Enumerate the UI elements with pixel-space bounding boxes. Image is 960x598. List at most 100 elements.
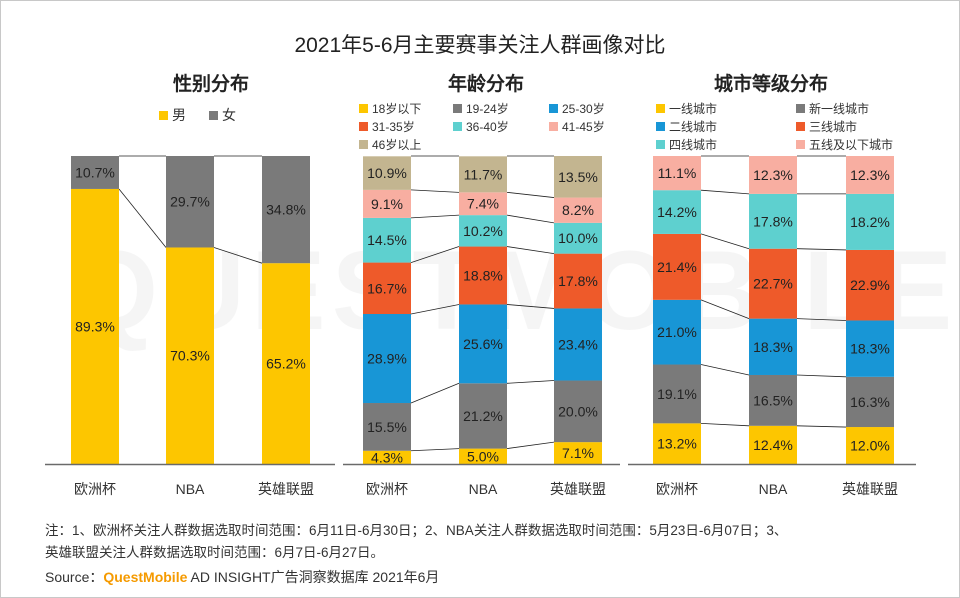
bar-segment-gender-0-1 xyxy=(71,156,119,189)
data-label-age-0-6: 10.9% xyxy=(367,165,407,181)
source-rest: AD INSIGHT广告洞察数据库 2021年6月 xyxy=(187,569,440,585)
category-label-gender-0: 欧洲杯 xyxy=(74,481,116,497)
data-label-age-0-5: 9.1% xyxy=(371,196,403,212)
data-label-city-1-3: 22.7% xyxy=(753,276,793,292)
legend-swatch-age-6 xyxy=(359,140,368,149)
bar-segment-age-1-5 xyxy=(459,192,507,216)
connector-line-city-1-1 xyxy=(796,374,847,378)
data-label-age-0-0: 4.3% xyxy=(371,449,403,465)
bar-segment-city-0-2 xyxy=(653,299,701,365)
data-label-age-1-1: 21.2% xyxy=(463,408,503,424)
data-label-gender-2-1: 34.8% xyxy=(266,202,306,218)
legend-label-age-5: 41-45岁 xyxy=(562,119,605,134)
legend-swatch-gender-0 xyxy=(159,111,168,120)
data-label-gender-2-0: 65.2% xyxy=(266,356,306,372)
bar-segment-gender-1-0 xyxy=(166,247,214,464)
category-label-city-1: NBA xyxy=(759,481,788,497)
legend-swatch-age-3 xyxy=(359,122,368,131)
legend-label-gender-0: 男 xyxy=(172,107,186,123)
legend-label-city-1: 新一线城市 xyxy=(809,101,869,116)
connector-line-city-0-4 xyxy=(700,189,750,195)
legend-swatch-age-1 xyxy=(453,104,462,113)
bar-segment-gender-1-1 xyxy=(166,156,214,248)
data-label-age-2-3: 17.8% xyxy=(558,273,598,289)
data-label-city-2-1: 16.3% xyxy=(850,394,890,410)
bar-segment-city-0-1 xyxy=(653,364,701,424)
data-label-age-1-4: 10.2% xyxy=(463,223,503,239)
data-label-gender-1-0: 70.3% xyxy=(170,348,210,364)
legend-label-city-5: 五线及以下城市 xyxy=(809,137,893,152)
bar-segment-age-2-3 xyxy=(554,253,602,309)
data-label-city-2-5: 12.3% xyxy=(850,167,890,183)
bar-segment-age-1-1 xyxy=(459,383,507,449)
panel-title-gender: 性别分布 xyxy=(172,74,249,95)
connector-line-city-0-0 xyxy=(700,422,750,427)
legend-label-age-4: 36-40岁 xyxy=(466,119,509,134)
bar-segment-age-2-4 xyxy=(554,222,602,254)
legend-swatch-age-5 xyxy=(549,122,558,131)
data-label-city-0-4: 14.2% xyxy=(657,204,697,220)
legend-label-age-3: 31-35岁 xyxy=(372,119,415,134)
bar-segment-age-0-1 xyxy=(363,403,411,451)
data-label-age-2-1: 20.0% xyxy=(558,403,598,419)
data-label-age-1-0: 5.0% xyxy=(467,448,499,464)
data-label-city-1-0: 12.4% xyxy=(753,437,793,453)
legend-label-age-1: 19-24岁 xyxy=(466,101,509,116)
connector-line-age-1-1 xyxy=(506,380,555,384)
connector-line-city-1-2 xyxy=(796,318,847,321)
data-label-city-1-4: 17.8% xyxy=(753,213,793,229)
data-label-city-2-4: 18.2% xyxy=(850,214,890,230)
bar-segment-age-0-4 xyxy=(363,217,411,263)
data-label-age-2-4: 10.0% xyxy=(558,230,598,246)
legend-label-gender-1: 女 xyxy=(222,107,236,123)
data-label-city-0-3: 21.4% xyxy=(657,259,697,275)
connector-line-age-0-1 xyxy=(410,382,460,404)
category-label-age-1: NBA xyxy=(469,481,498,497)
legend-label-city-4: 四线城市 xyxy=(669,137,717,152)
stacked-bar-charts: 男 女 89.3% 10.7% 欧洲杯 70.3% 29.7% NBA 65.2% 34.8% 英雄… xyxy=(45,101,916,497)
connector-line-gender-1-0 xyxy=(213,247,263,264)
data-label-age-1-2: 25.6% xyxy=(463,336,503,352)
legend-swatch-age-2 xyxy=(549,104,558,113)
legend-swatch-age-4 xyxy=(453,122,462,131)
bar-segment-age-0-5 xyxy=(363,189,411,218)
data-label-age-1-5: 7.4% xyxy=(467,196,499,212)
legend-swatch-city-0 xyxy=(656,104,665,113)
legend-label-city-0: 一线城市 xyxy=(669,101,717,116)
legend-swatch-city-5 xyxy=(796,140,805,149)
data-label-city-1-5: 12.3% xyxy=(753,167,793,183)
bar-segment-age-2-1 xyxy=(554,380,602,443)
data-label-city-2-2: 18.3% xyxy=(850,341,890,357)
connector-line-age-1-0 xyxy=(506,441,555,449)
legend-swatch-city-2 xyxy=(656,122,665,131)
data-label-age-0-2: 28.9% xyxy=(367,351,407,367)
main-title: 2021年5-6月主要赛事关注人群画像对比 xyxy=(294,34,666,57)
data-label-city-0-5: 11.1% xyxy=(658,165,697,181)
bar-segment-city-1-0 xyxy=(749,425,797,464)
bar-segment-city-2-3 xyxy=(846,249,894,321)
data-label-gender-1-1: 29.7% xyxy=(170,194,210,210)
bar-segment-age-0-6 xyxy=(363,156,411,190)
connector-line-age-1-4 xyxy=(506,214,555,224)
category-label-city-2: 英雄联盟 xyxy=(842,481,898,497)
legend-swatch-city-1 xyxy=(796,104,805,113)
legend-label-age-2: 25-30岁 xyxy=(562,101,605,116)
bar-segment-age-1-0 xyxy=(459,448,507,464)
connector-line-age-0-3 xyxy=(410,246,460,263)
data-label-age-0-4: 14.5% xyxy=(367,232,407,248)
data-label-city-1-1: 16.5% xyxy=(753,392,793,408)
legend-swatch-age-0 xyxy=(359,104,368,113)
bar-segment-city-0-3 xyxy=(653,233,701,300)
bar-segment-age-0-2 xyxy=(363,314,411,404)
bar-segment-age-2-2 xyxy=(554,308,602,381)
bar-segment-age-1-4 xyxy=(459,215,507,247)
category-label-age-2: 英雄联盟 xyxy=(550,481,606,497)
panel-title-city: 城市等级分布 xyxy=(713,74,828,95)
data-label-city-1-2: 18.3% xyxy=(753,339,793,355)
note-line-2: 英雄联盟关注人群数据选取时间范围：6月7日-6月27日。 xyxy=(45,545,385,560)
data-label-age-2-2: 23.4% xyxy=(558,336,598,352)
source-prefix: Source： xyxy=(45,569,104,585)
connector-line-age-1-5 xyxy=(506,191,555,198)
data-label-age-2-5: 8.2% xyxy=(562,202,594,218)
connector-line-age-1-2 xyxy=(506,304,555,309)
